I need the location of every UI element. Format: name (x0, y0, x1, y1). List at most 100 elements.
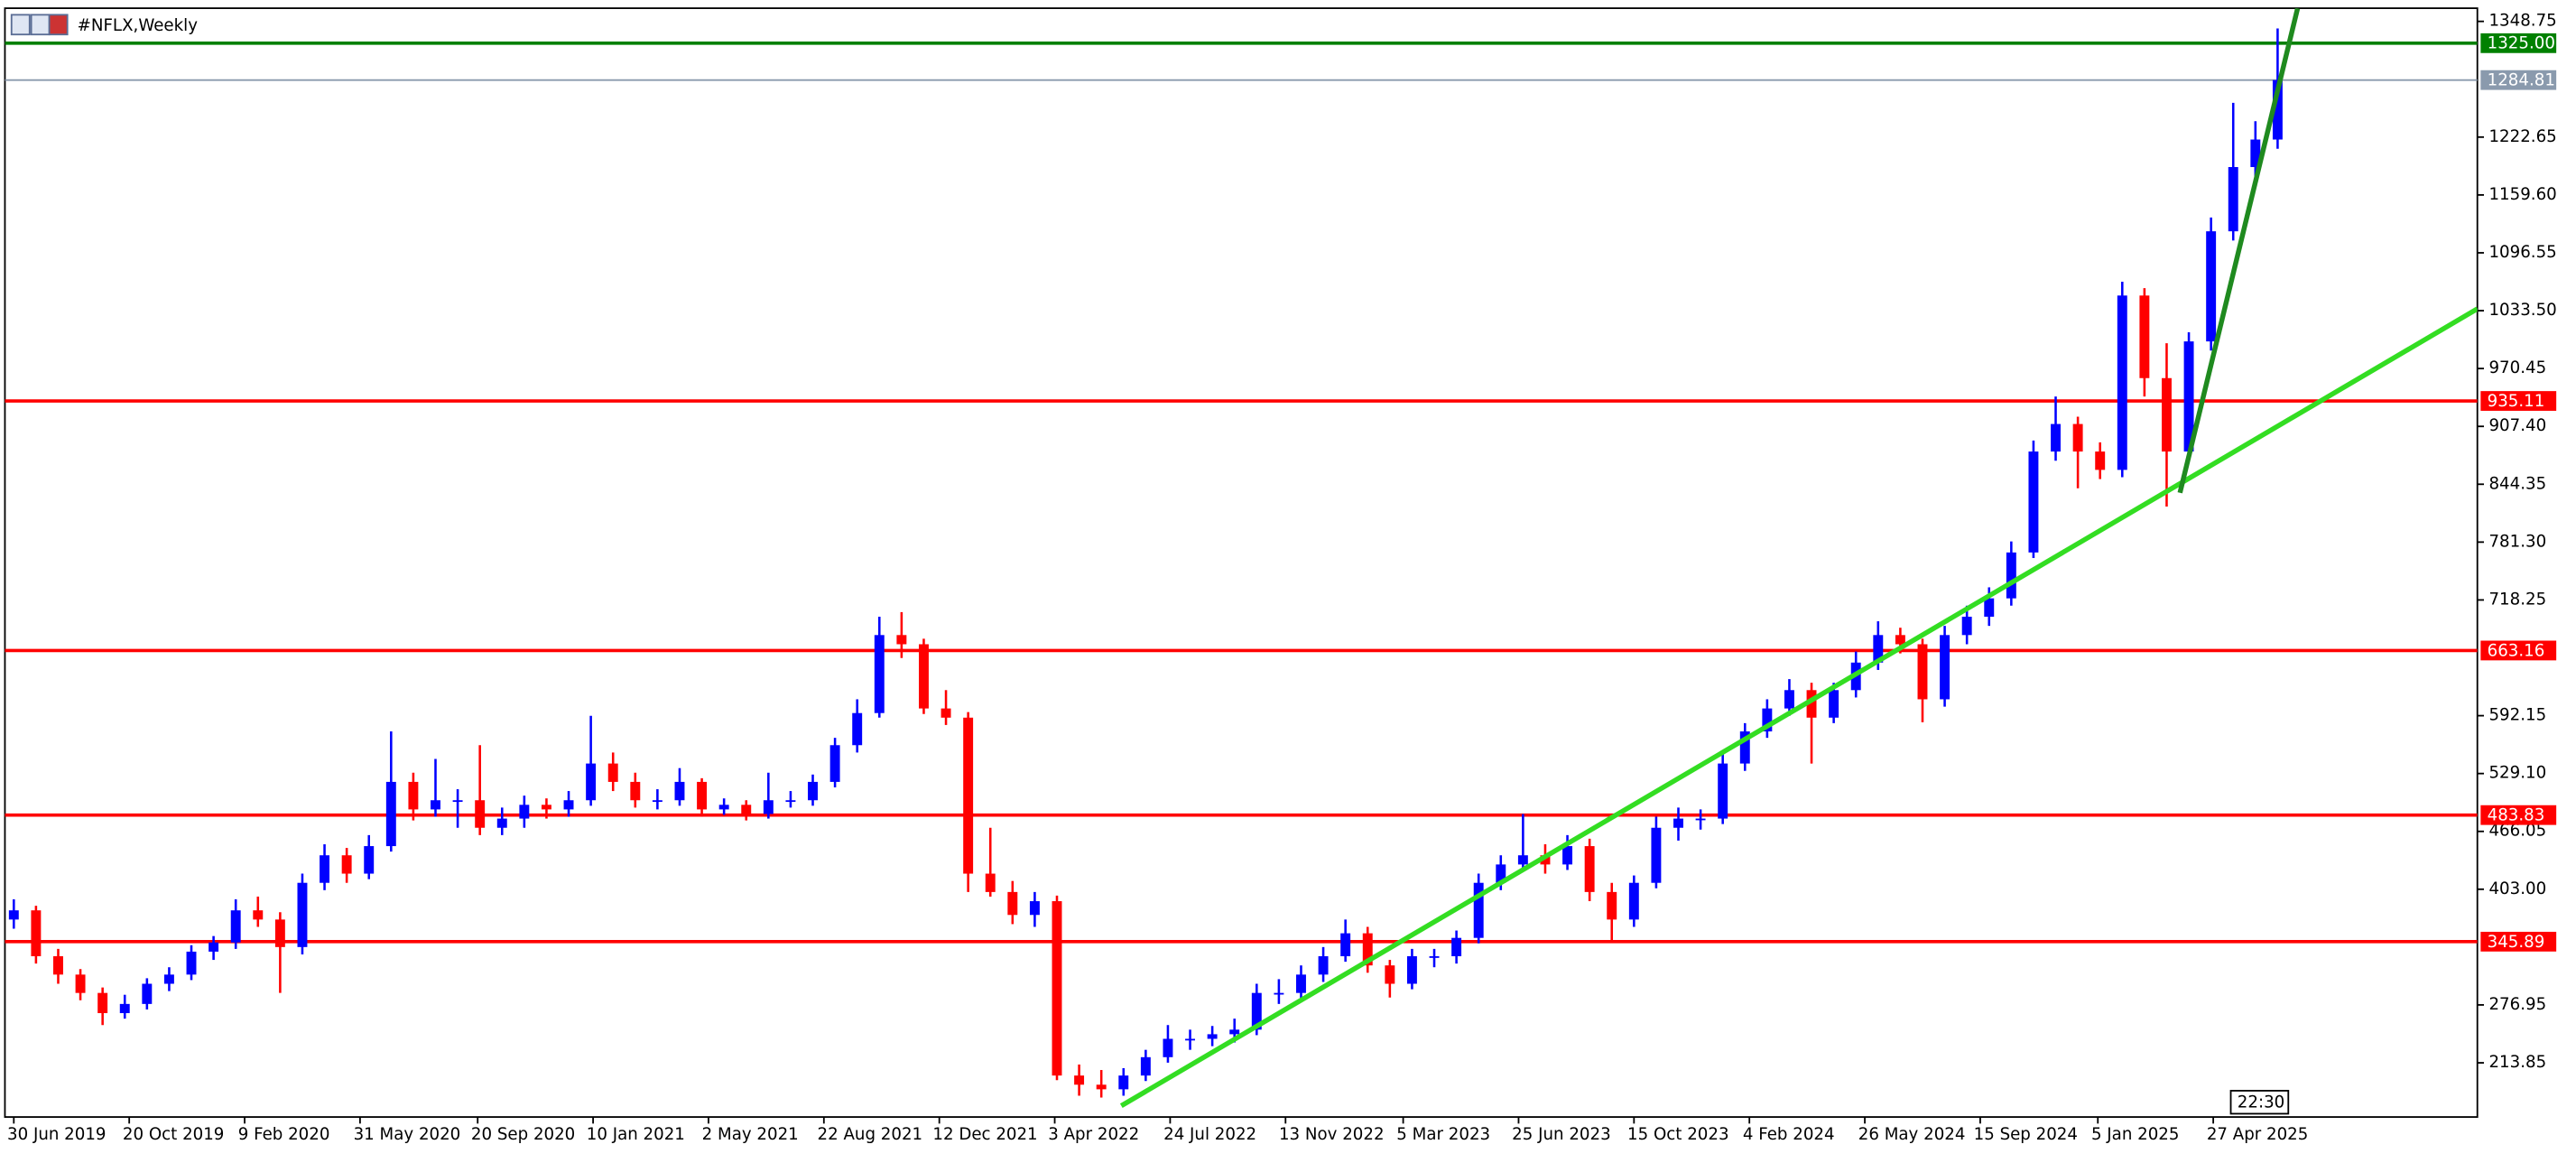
candle-body (1584, 846, 1595, 892)
candle-body (1007, 891, 1018, 916)
x-tick-label: 22 Aug 2021 (818, 1125, 923, 1144)
candle-body (1096, 1084, 1107, 1090)
x-tick-label: 20 Oct 2019 (123, 1125, 225, 1144)
candle-body (1673, 818, 1683, 828)
y-tick-label: 907.40 (2488, 416, 2546, 435)
candle-body (941, 708, 951, 718)
candle-body (763, 800, 774, 814)
candle-body (1517, 855, 1528, 865)
candle-body (1961, 616, 1972, 636)
candle-body (208, 942, 219, 952)
candle-body (142, 983, 153, 1004)
candle-body (2183, 341, 2194, 452)
x-tick-label: 27 Apr 2025 (2207, 1125, 2309, 1144)
price-level-box (2480, 640, 2557, 661)
candle-body (1762, 708, 1773, 732)
candle-body (2006, 552, 2016, 599)
candle-body (31, 910, 42, 957)
candle-body (630, 781, 641, 801)
candle-body (563, 800, 574, 810)
candle-body (829, 745, 840, 782)
candle-body (297, 882, 308, 947)
price-level-box (2480, 391, 2557, 411)
y-tick-label: 718.25 (2488, 590, 2546, 609)
candle-body (475, 800, 486, 828)
price-level-label: 1325.00 (2488, 34, 2555, 53)
x-tick-label: 20 Sep 2020 (471, 1125, 575, 1144)
candle-body (785, 800, 796, 803)
candle-body (519, 805, 530, 819)
candle-body (253, 910, 264, 920)
x-tick-label: 15 Sep 2024 (1974, 1125, 2078, 1144)
candle-body (852, 712, 863, 746)
candle-body (496, 818, 507, 828)
icon (48, 14, 69, 36)
candle-body (1074, 1075, 1085, 1085)
candle-body (963, 717, 974, 874)
candle-body (1540, 855, 1551, 865)
trendline (1119, 306, 2478, 1109)
candle-body (97, 992, 108, 1014)
candle-body (1496, 864, 1506, 883)
x-tick-label: 5 Jan 2025 (2091, 1125, 2180, 1144)
candle-body (874, 635, 885, 713)
candle-body (1473, 882, 1484, 938)
y-tick-label: 403.00 (2488, 879, 2546, 898)
candle-body (2272, 79, 2283, 140)
candle-body (119, 1003, 130, 1014)
price-level-label: 935.11 (2488, 392, 2545, 411)
x-tick-label: 26 May 2024 (1858, 1125, 1966, 1144)
candle-body (1229, 1029, 1240, 1035)
y-tick-label: 1348.75 (2488, 12, 2556, 31)
candle-body (2162, 377, 2172, 452)
plot-area (5, 8, 2478, 1109)
candle-body (2028, 451, 2039, 553)
candle-body (674, 781, 685, 801)
candle-body (408, 781, 419, 810)
candle-body (431, 800, 440, 810)
candle-body (1362, 933, 1373, 966)
x-tick-label: 15 Oct 2023 (1627, 1125, 1729, 1144)
candle-body (1739, 731, 1750, 764)
x-tick-label: 9 Feb 2020 (238, 1125, 330, 1144)
candle-body (1429, 956, 1440, 958)
icon (30, 14, 51, 36)
candle-body (186, 951, 197, 975)
candle-body (1207, 1034, 1218, 1039)
candle-body (985, 873, 996, 892)
candle-body (1806, 690, 1817, 718)
candle-body (1718, 763, 1728, 819)
y-tick-label: 1033.50 (2488, 301, 2556, 320)
y-tick-label: 844.35 (2488, 474, 2546, 493)
x-tick-label: 4 Feb 2024 (1743, 1125, 1835, 1144)
candle-body (1895, 635, 1905, 645)
y-tick-label: 1096.55 (2488, 243, 2556, 262)
y-tick-label: 970.45 (2488, 358, 2546, 377)
candle-body (452, 800, 463, 803)
candle-body (1784, 690, 1794, 709)
candle-body (385, 781, 396, 847)
candle-body (163, 974, 174, 984)
candle-body (341, 855, 352, 874)
candle-body (230, 910, 241, 943)
candle-body (2095, 451, 2106, 470)
price-level-box (2480, 931, 2557, 952)
y-tick-label: 276.95 (2488, 995, 2546, 1014)
symbol-title: #NFLX,Weekly (78, 16, 199, 35)
icon (10, 14, 31, 36)
x-tick-label: 2 May 2021 (702, 1125, 799, 1144)
candle-body (1562, 846, 1573, 865)
candle-body (8, 910, 19, 920)
candle-body (364, 846, 375, 874)
candle-body (1163, 1038, 1173, 1057)
x-tick-label: 24 Jul 2022 (1163, 1125, 1256, 1144)
candle-body (320, 855, 330, 883)
price-level-label: 663.16 (2488, 641, 2545, 660)
candle-body (1873, 635, 1884, 663)
candle-body (718, 805, 729, 810)
candle-body (697, 781, 708, 810)
y-tick-label: 213.85 (2488, 1053, 2546, 1072)
candle-body (1029, 901, 1040, 916)
candle-body (53, 956, 63, 975)
